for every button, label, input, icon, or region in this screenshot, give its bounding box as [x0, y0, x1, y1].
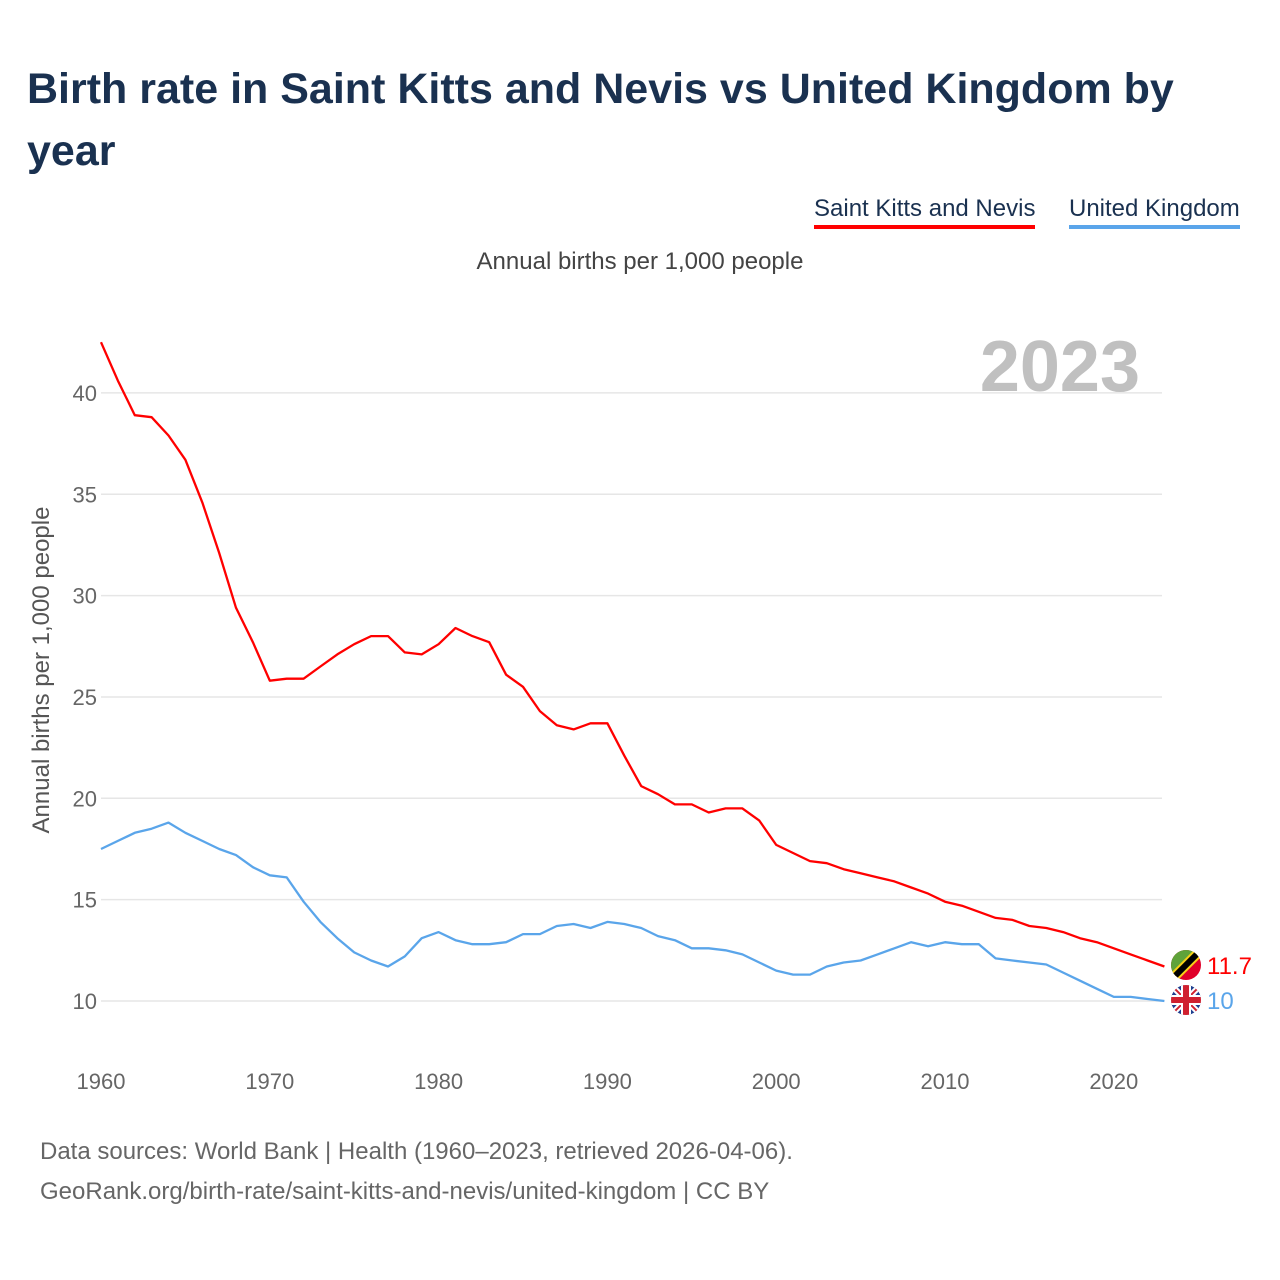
y-tick-label: 35 — [73, 482, 97, 507]
x-tick-label: 2010 — [921, 1069, 970, 1094]
x-tick-label: 1980 — [414, 1069, 463, 1094]
saint-kitts-and-nevis-flag-icon — [1171, 950, 1201, 980]
year-watermark: 2023 — [980, 327, 1140, 407]
y-tick-label: 20 — [73, 786, 97, 811]
x-tick-label: 1960 — [77, 1069, 126, 1094]
source-url-text: GeoRank.org/birth-rate/saint-kitts-and-n… — [40, 1178, 770, 1205]
data-source-text: Data sources: World Bank | Health (1960–… — [40, 1138, 793, 1165]
y-tick-label: 10 — [73, 989, 97, 1014]
y-tick-label: 40 — [73, 381, 97, 406]
y-tick-label: 30 — [73, 584, 97, 609]
end-value-label: 11.7 — [1207, 953, 1252, 980]
end-value-label: 10 — [1207, 988, 1234, 1015]
x-tick-label: 2000 — [752, 1069, 801, 1094]
legend-saint-kitts-and-nevis[interactable]: Saint Kitts and Nevis — [814, 195, 1036, 229]
x-tick-label: 1970 — [245, 1069, 294, 1094]
x-tick-label: 2020 — [1089, 1069, 1138, 1094]
x-tick-label: 1990 — [583, 1069, 632, 1094]
series-line-saint-kitts-and-nevis — [99, 341, 1165, 968]
united-kingdom-flag-icon — [1171, 985, 1201, 1015]
series-line-united-kingdom — [100, 821, 1165, 1003]
chart-title: Birth rate in Saint Kitts and Nevis vs U… — [27, 65, 1174, 175]
y-tick-label: 15 — [73, 888, 97, 913]
legend-united-kingdom[interactable]: United Kingdom — [1069, 195, 1240, 229]
chart-subtitle: Annual births per 1,000 people — [476, 248, 804, 275]
y-tick-label: 25 — [73, 685, 97, 710]
